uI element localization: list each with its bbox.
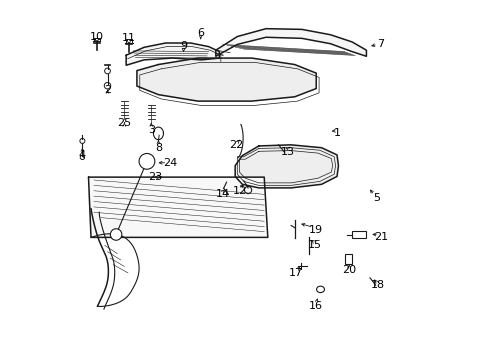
Polygon shape	[126, 43, 219, 65]
Text: 17: 17	[288, 268, 302, 278]
Text: 8: 8	[155, 143, 162, 153]
Circle shape	[110, 229, 122, 240]
Text: 11: 11	[122, 33, 136, 43]
Text: 5: 5	[372, 193, 379, 203]
Text: 13: 13	[281, 147, 295, 157]
Text: 24: 24	[163, 158, 177, 168]
Text: 1: 1	[334, 129, 341, 138]
Bar	[345, 253, 351, 264]
Text: 4: 4	[79, 150, 86, 160]
Text: 12: 12	[233, 186, 247, 196]
Text: 19: 19	[308, 225, 323, 235]
Circle shape	[139, 153, 155, 169]
Text: 18: 18	[370, 280, 384, 290]
Text: 9: 9	[180, 41, 187, 50]
Text: 14: 14	[216, 189, 229, 199]
Text: 7: 7	[376, 39, 384, 49]
Text: 3: 3	[147, 125, 154, 135]
Text: 10: 10	[90, 32, 103, 41]
Text: 21: 21	[373, 232, 387, 242]
Text: 2: 2	[104, 85, 111, 95]
Text: 6: 6	[197, 28, 204, 38]
Ellipse shape	[316, 286, 324, 293]
Polygon shape	[137, 58, 316, 101]
Polygon shape	[88, 177, 267, 237]
Text: 23: 23	[148, 172, 163, 182]
Polygon shape	[215, 29, 366, 56]
Text: 22: 22	[229, 140, 243, 150]
Bar	[351, 231, 366, 238]
Text: 16: 16	[308, 301, 323, 311]
Polygon shape	[235, 145, 338, 188]
Text: 25: 25	[117, 118, 131, 128]
Text: 20: 20	[342, 265, 356, 275]
Text: 15: 15	[307, 240, 321, 250]
